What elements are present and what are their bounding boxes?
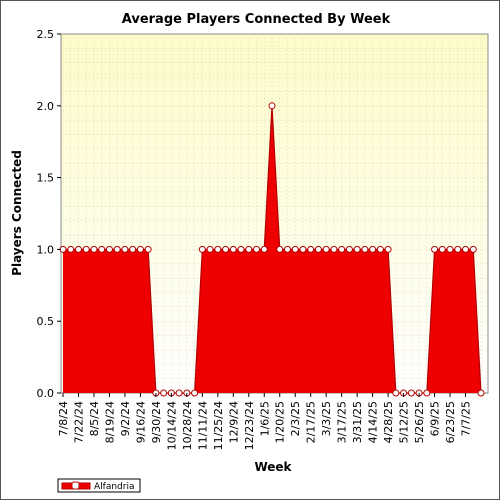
x-tick-label: 6/9/25 bbox=[429, 401, 442, 436]
data-point bbox=[98, 245, 106, 253]
data-point bbox=[268, 102, 276, 110]
x-tick-label: 2/17/25 bbox=[305, 401, 318, 443]
data-point bbox=[299, 245, 307, 253]
data-point bbox=[330, 245, 338, 253]
legend: Alfandria bbox=[57, 478, 141, 493]
data-point bbox=[353, 245, 361, 253]
data-point bbox=[462, 245, 470, 253]
x-tick-label: 2/3/25 bbox=[289, 401, 302, 436]
data-point bbox=[314, 245, 322, 253]
data-point bbox=[392, 389, 400, 397]
data-point bbox=[384, 245, 392, 253]
x-tick-label: 3/17/25 bbox=[336, 401, 349, 443]
data-point bbox=[369, 245, 377, 253]
x-tick-label: 1/20/25 bbox=[274, 401, 287, 443]
data-point bbox=[431, 245, 439, 253]
y-axis-label: Players Connected bbox=[10, 150, 24, 276]
x-tick-label: 8/5/24 bbox=[88, 401, 101, 436]
data-point bbox=[283, 245, 291, 253]
data-point bbox=[407, 389, 415, 397]
y-axis-ticks: 0.0 0.5 1.0 1.5 2.0 2.5 bbox=[37, 28, 61, 400]
data-point bbox=[82, 245, 90, 253]
data-point bbox=[129, 245, 137, 253]
data-point bbox=[245, 245, 253, 253]
data-point bbox=[229, 245, 237, 253]
data-point bbox=[438, 245, 446, 253]
x-tick-label: 12/9/24 bbox=[227, 401, 240, 443]
series-markers bbox=[59, 102, 485, 397]
data-point bbox=[446, 245, 454, 253]
series-area-fill bbox=[63, 105, 481, 394]
data-point bbox=[469, 245, 477, 253]
data-point bbox=[307, 245, 315, 253]
data-point bbox=[136, 245, 144, 253]
data-point bbox=[160, 389, 168, 397]
x-tick-label: 4/28/25 bbox=[382, 401, 395, 443]
chart-title: Average Players Connected By Week bbox=[122, 12, 391, 27]
x-tick-label: 9/2/24 bbox=[119, 401, 132, 436]
x-tick-label: 4/14/25 bbox=[367, 401, 380, 443]
x-tick-label: 3/31/25 bbox=[351, 401, 364, 443]
data-point bbox=[198, 245, 206, 253]
y-tick-label: 1.5 bbox=[37, 172, 55, 185]
data-point bbox=[477, 389, 485, 397]
x-tick-label: 5/12/25 bbox=[398, 401, 411, 443]
x-tick-label: 12/23/24 bbox=[243, 401, 256, 450]
y-tick-label: 0.0 bbox=[37, 387, 55, 400]
x-tick-label: 10/28/24 bbox=[181, 401, 194, 450]
data-point bbox=[214, 245, 222, 253]
x-tick-label: 11/25/24 bbox=[212, 401, 225, 450]
x-tick-label: 10/14/24 bbox=[165, 401, 178, 450]
x-tick-label: 11/11/24 bbox=[196, 401, 209, 450]
x-tick-label: 7/8/24 bbox=[57, 401, 70, 436]
x-tick-label: 5/26/25 bbox=[413, 401, 426, 443]
data-point bbox=[67, 245, 75, 253]
y-tick-label: 2.0 bbox=[37, 100, 55, 113]
x-tick-label: 1/6/25 bbox=[258, 401, 271, 436]
data-point bbox=[90, 245, 98, 253]
x-tick-label: 6/23/25 bbox=[444, 401, 457, 443]
y-tick-label: 0.5 bbox=[37, 315, 55, 328]
data-point bbox=[345, 245, 353, 253]
data-point bbox=[376, 245, 384, 253]
x-tick-label: 9/16/24 bbox=[134, 401, 147, 443]
x-tick-label: 7/7/25 bbox=[460, 401, 473, 436]
x-tick-label: 9/30/24 bbox=[150, 401, 163, 443]
data-point bbox=[206, 245, 214, 253]
data-point bbox=[191, 389, 199, 397]
data-point bbox=[105, 245, 113, 253]
legend-label: Alfandria bbox=[94, 482, 134, 492]
data-point bbox=[121, 245, 129, 253]
data-point bbox=[175, 389, 183, 397]
data-point bbox=[454, 245, 462, 253]
data-point bbox=[144, 245, 152, 253]
x-tick-label: 8/19/24 bbox=[103, 401, 116, 443]
data-point bbox=[322, 245, 330, 253]
data-point bbox=[260, 245, 268, 253]
data-point bbox=[74, 245, 82, 253]
data-point bbox=[253, 245, 261, 253]
x-axis-ticks: 7/8/24 7/22/24 8/5/24 8/19/24 9/2/24 9/16/24 9… bbox=[57, 393, 473, 450]
x-tick-label: 7/22/24 bbox=[72, 401, 85, 443]
x-axis-label: Week bbox=[254, 460, 292, 474]
data-point bbox=[222, 245, 230, 253]
data-point bbox=[276, 245, 284, 253]
data-point bbox=[361, 245, 369, 253]
legend-marker bbox=[71, 481, 80, 490]
data-point bbox=[113, 245, 121, 253]
y-tick-label: 2.5 bbox=[37, 28, 55, 41]
y-tick-label: 1.0 bbox=[37, 243, 55, 256]
data-point bbox=[237, 245, 245, 253]
data-point bbox=[291, 245, 299, 253]
data-point bbox=[423, 389, 431, 397]
data-point bbox=[338, 245, 346, 253]
x-tick-label: 3/3/25 bbox=[320, 401, 333, 436]
